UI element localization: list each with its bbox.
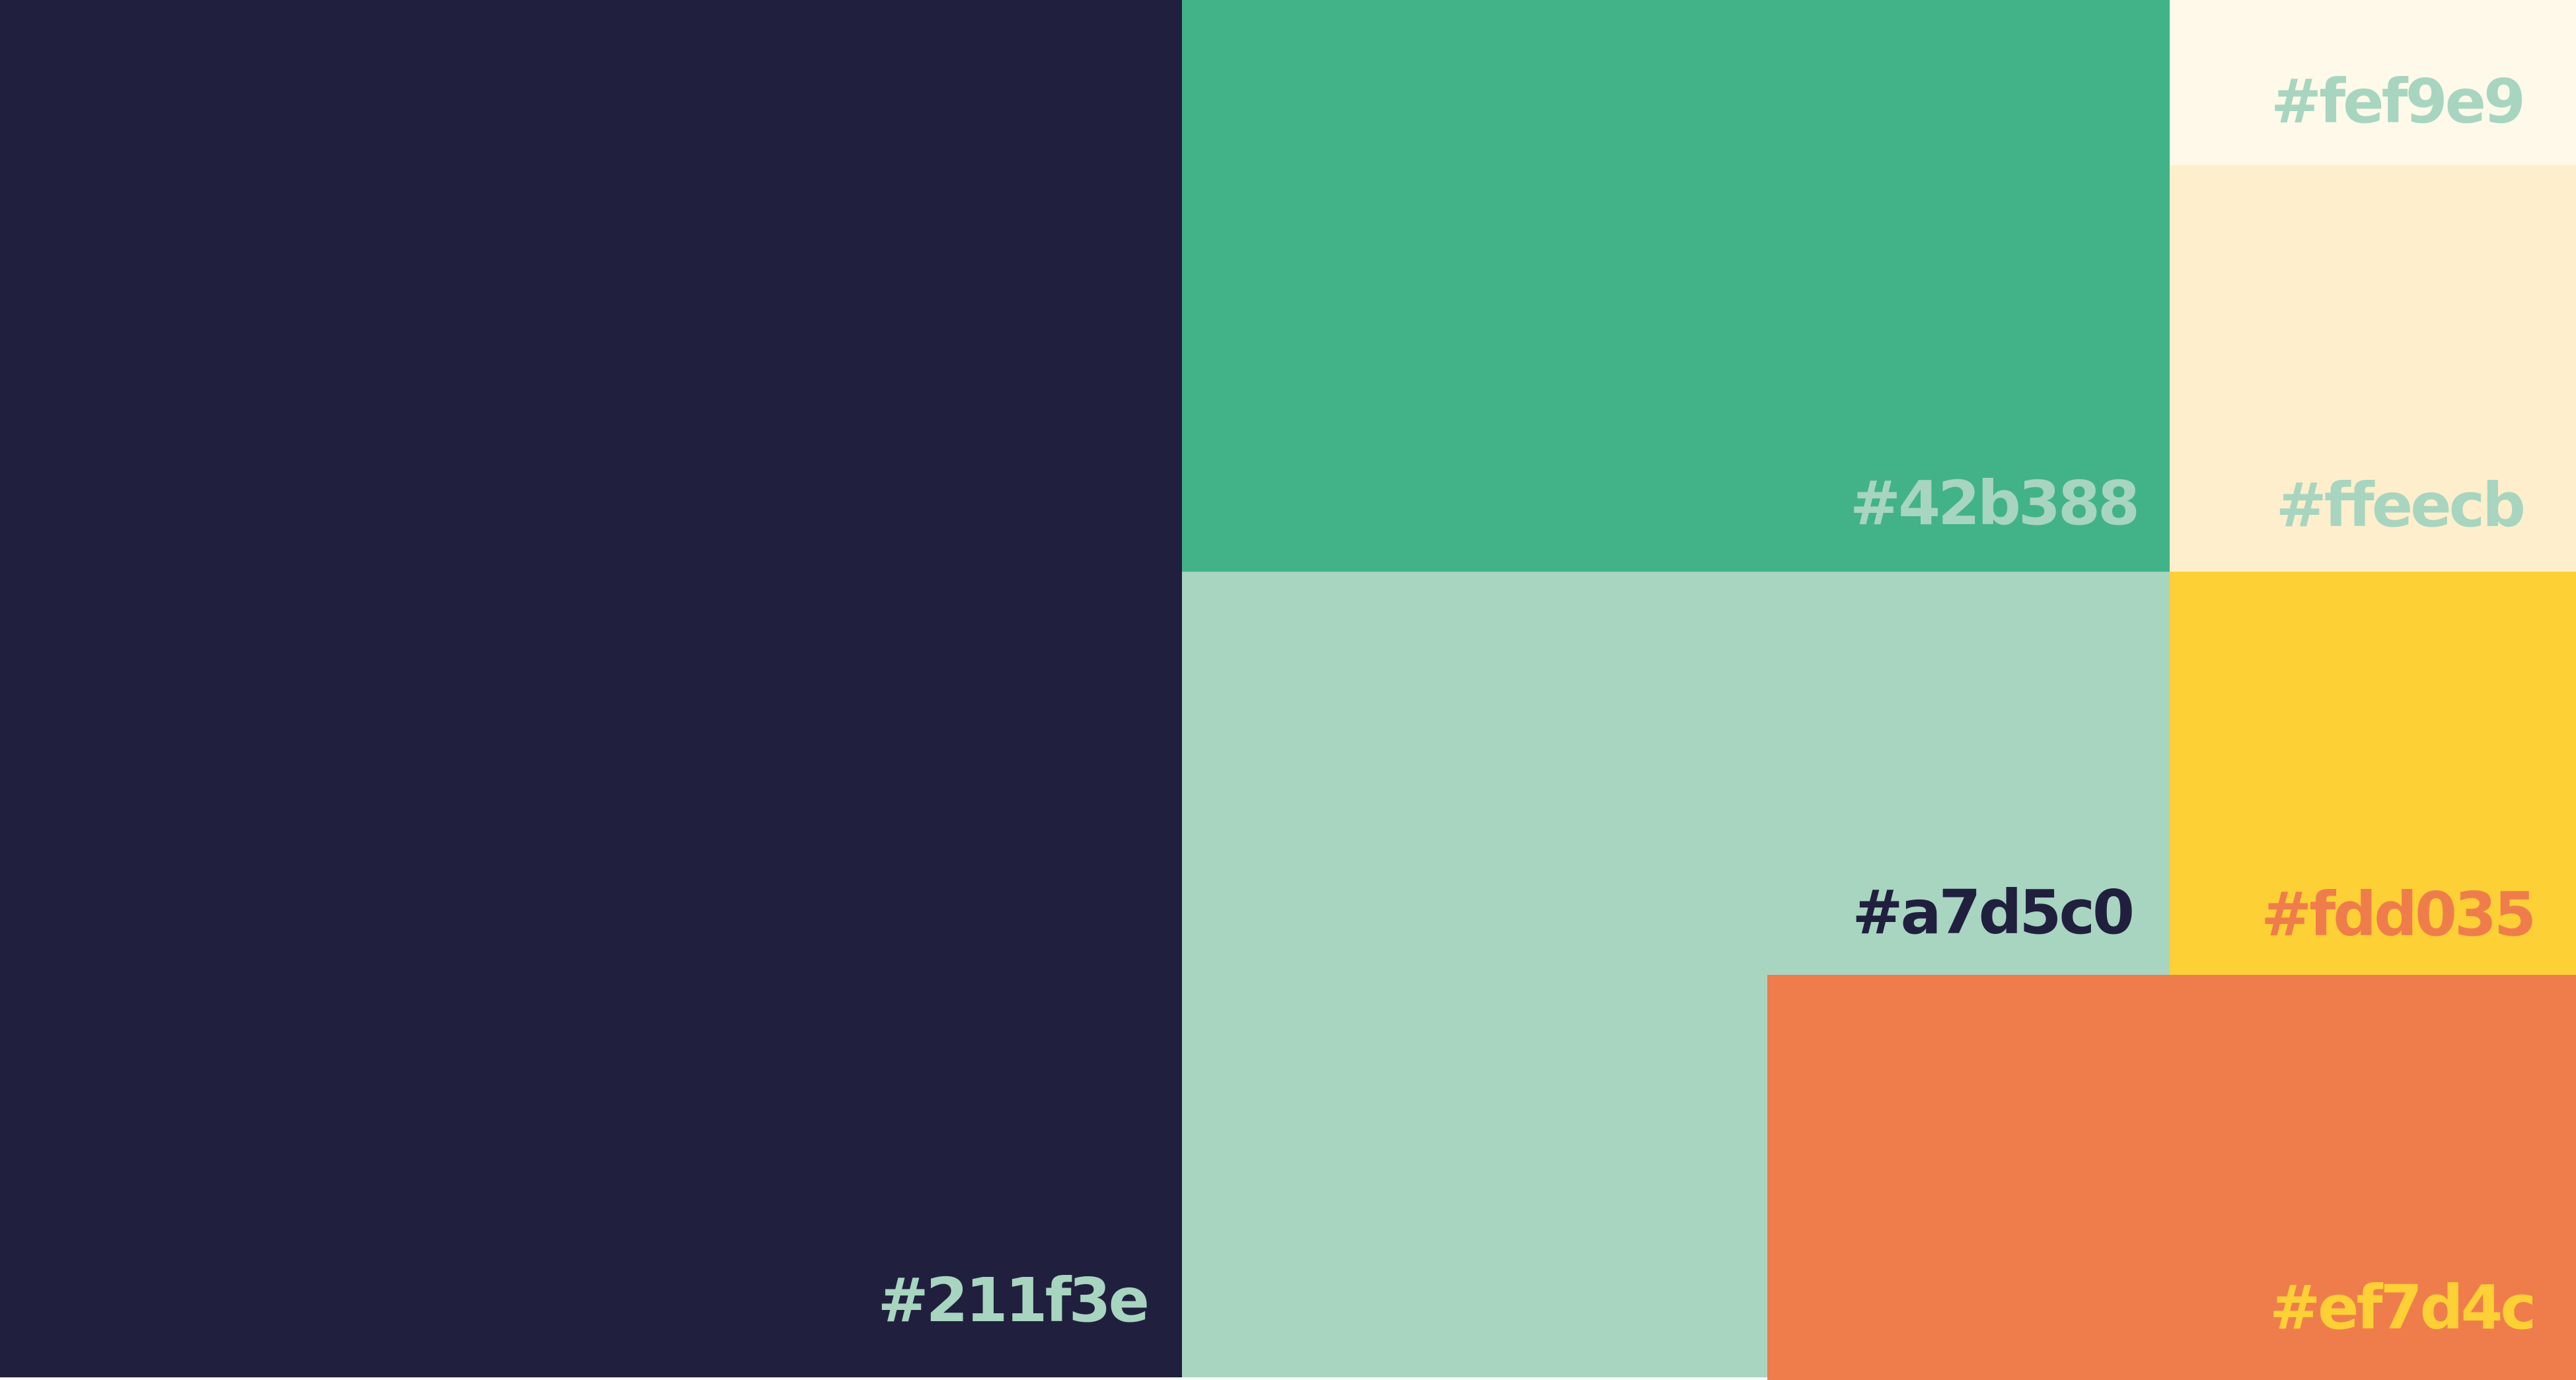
- swatch-fdd035: [2170, 572, 2576, 975]
- hex-label-42b388: #42b388: [1849, 468, 2140, 539]
- hex-label-fef9e9: #fef9e9: [2271, 66, 2526, 137]
- swatch-ef7d4c: [1767, 975, 2576, 1380]
- swatch-42b388: [1182, 0, 2170, 572]
- hex-label-ffeecb: #ffeecb: [2275, 470, 2526, 541]
- hex-label-ef7d4c: #ef7d4c: [2269, 1272, 2536, 1343]
- hex-label-fdd035: #fdd035: [2261, 879, 2536, 950]
- swatch-ffeecb: [2170, 165, 2576, 572]
- swatch-fef9e9: [2170, 0, 2576, 165]
- hex-label-211f3e: #211f3e: [877, 1265, 1150, 1336]
- hex-label-a7d5c0: #a7d5c0: [1852, 877, 2135, 948]
- swatch-211f3e: [0, 0, 1182, 1377]
